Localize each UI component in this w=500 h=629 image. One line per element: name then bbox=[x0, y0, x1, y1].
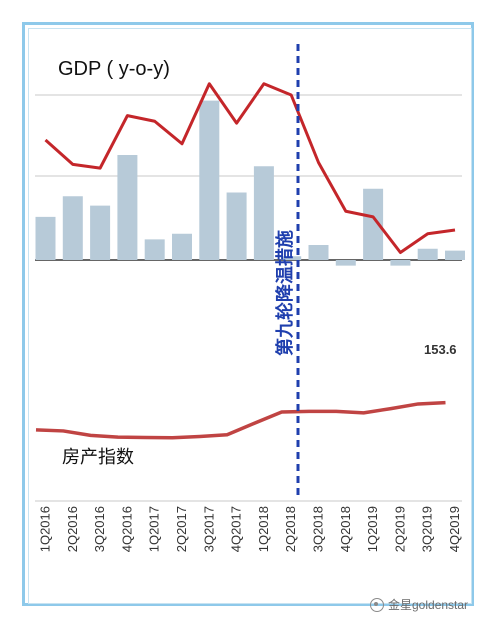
house-index-last-value-label: 153.6 bbox=[424, 342, 457, 357]
gdp-bar bbox=[226, 192, 247, 260]
gdp-grid bbox=[35, 94, 462, 502]
x-tick-label: 4Q2016 bbox=[119, 506, 134, 552]
annotation: 第九轮降温措施 bbox=[274, 44, 300, 500]
x-axis: 1Q2016 2Q2016 3Q2016 4Q2016 1Q2017 2Q2017 3Q20… bbox=[38, 506, 463, 552]
policy-label: 第九轮降温措施 bbox=[274, 230, 296, 356]
house-index-title: 房产指数 bbox=[62, 447, 134, 468]
gdp-bars bbox=[35, 100, 465, 266]
watermark: 金星goldenstar bbox=[370, 596, 468, 613]
x-tick-label: 1Q2017 bbox=[147, 506, 162, 552]
gdp-bar bbox=[35, 216, 56, 260]
gdp-bar bbox=[417, 248, 438, 260]
gdp-bar bbox=[281, 256, 302, 260]
gdp-bar bbox=[172, 233, 192, 260]
x-tick-label: 1Q2016 bbox=[38, 506, 53, 552]
gdp-bar bbox=[62, 196, 83, 260]
x-tick-label: 4Q2019 bbox=[447, 506, 462, 552]
chart-frame bbox=[22, 22, 474, 606]
gdp-bar bbox=[144, 239, 165, 260]
watermark-text: 金星goldenstar bbox=[388, 598, 469, 612]
house-index-line-series bbox=[35, 400, 446, 440]
x-tick-label: 3Q2018 bbox=[311, 506, 326, 552]
x-tick-label: 3Q2019 bbox=[420, 506, 435, 552]
x-tick-label: 1Q2019 bbox=[365, 506, 380, 552]
gdp-bar bbox=[90, 205, 111, 260]
gdp-bar bbox=[308, 245, 329, 260]
x-tick-label: 3Q2017 bbox=[201, 506, 216, 552]
gdp-line-series bbox=[44, 82, 456, 254]
x-tick-label: 4Q2018 bbox=[338, 506, 353, 552]
x-tick-label: 1Q2018 bbox=[256, 506, 271, 552]
x-tick-label: 2Q2017 bbox=[174, 506, 189, 552]
x-tick-label: 2Q2018 bbox=[283, 506, 298, 552]
gdp-bar bbox=[253, 166, 274, 260]
x-tick-label: 2Q2019 bbox=[392, 506, 407, 552]
gdp-title: GDP ( y-o-y) bbox=[58, 58, 170, 80]
gdp-bar bbox=[445, 250, 465, 260]
wechat-icon bbox=[370, 597, 384, 612]
gdp-bar bbox=[199, 100, 220, 260]
x-tick-label: 3Q2016 bbox=[92, 506, 107, 552]
gdp-bar bbox=[117, 155, 138, 260]
gdp-bar bbox=[390, 260, 411, 266]
gdp-bar bbox=[335, 260, 356, 266]
x-tick-label: 4Q2017 bbox=[229, 506, 244, 552]
gdp-line bbox=[44, 82, 456, 254]
gdp-bar bbox=[363, 188, 384, 260]
house-line bbox=[35, 400, 446, 440]
x-tick-label: 2Q2016 bbox=[65, 506, 80, 552]
